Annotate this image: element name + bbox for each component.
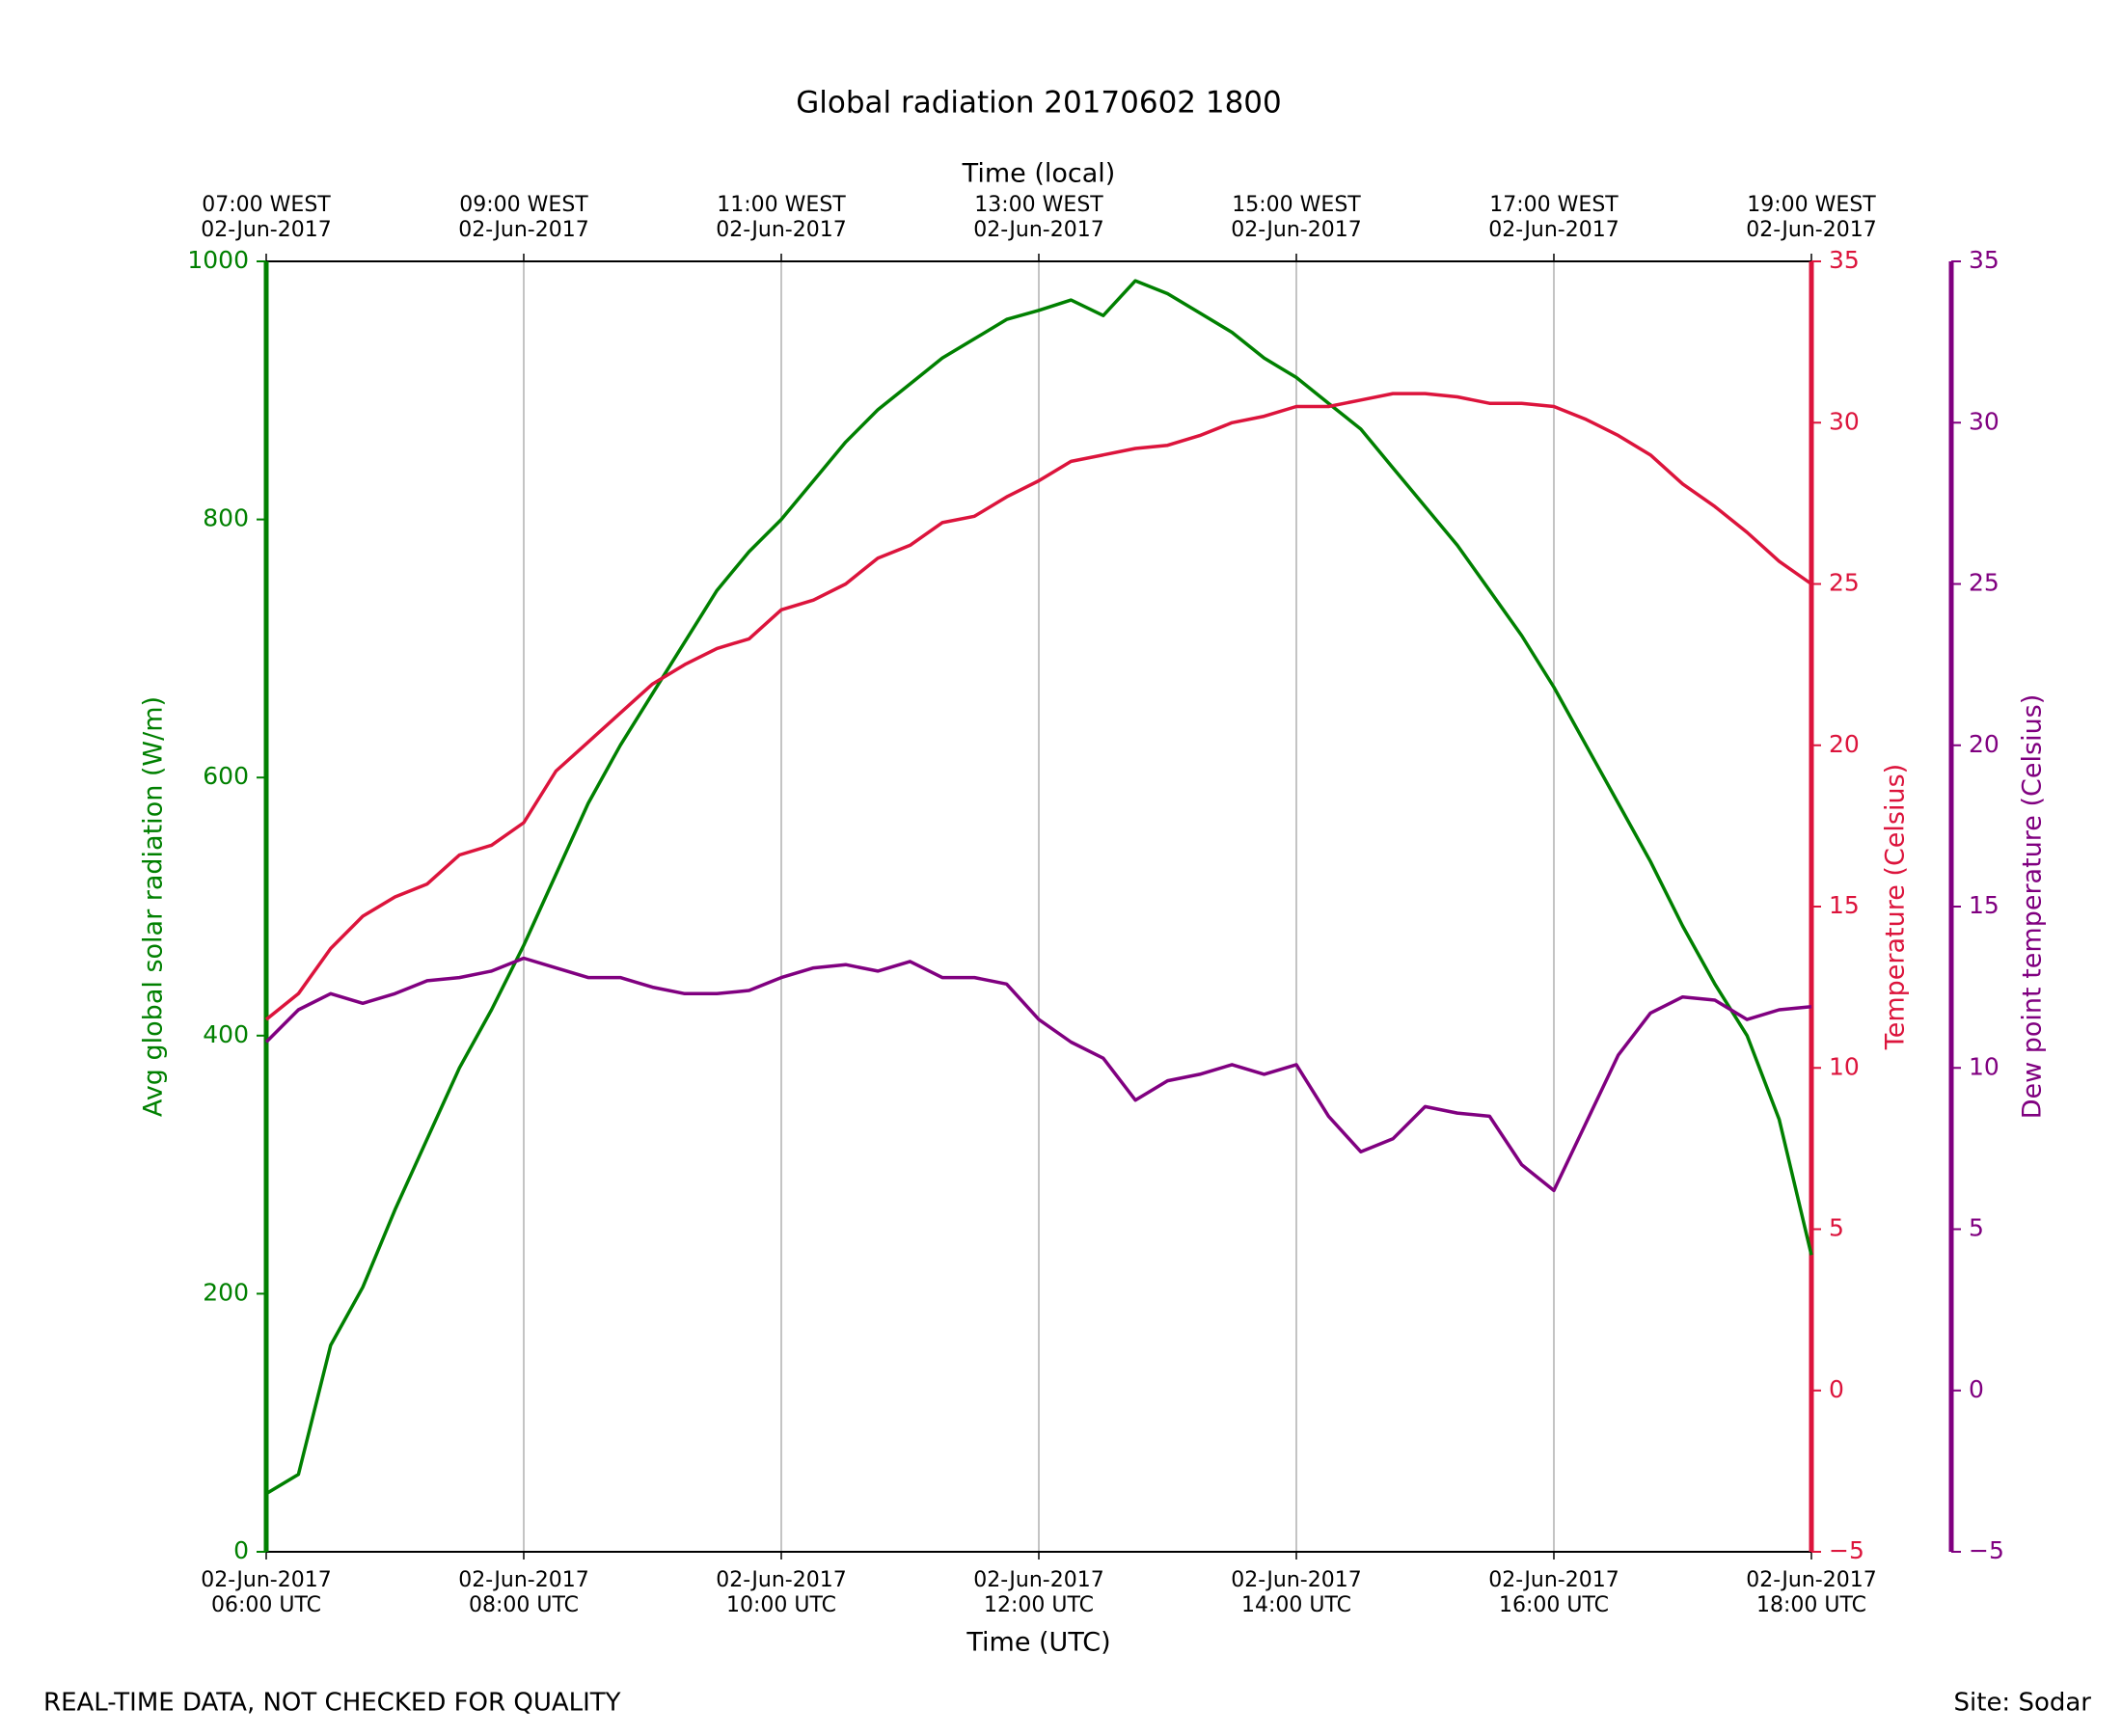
top-tick-label: 02-Jun-2017 (973, 218, 1103, 242)
y-tick-label: 1000 (187, 246, 249, 274)
y-tick-label: 200 (203, 1278, 249, 1306)
x-tick-label: 16:00 UTC (1499, 1593, 1609, 1617)
top-tick-label: 02-Jun-2017 (201, 218, 331, 242)
y-tick-label: 0 (233, 1536, 249, 1564)
x-tick-label: 02-Jun-2017 (716, 1568, 846, 1592)
x-tick-label: 14:00 UTC (1241, 1593, 1351, 1617)
y-axis-label: Avg global solar radiation (W/m) (139, 696, 169, 1117)
chart-title: Global radiation 20170602 1800 (796, 86, 1282, 121)
x-tick-label: 10:00 UTC (726, 1593, 836, 1617)
top-axis-label: Time (local) (962, 159, 1116, 189)
y-tick-label: 800 (203, 504, 249, 532)
series-line (265, 279, 1813, 1496)
y2-tick-label: 10 (1829, 1052, 1860, 1080)
x-tick-label: 02-Jun-2017 (1488, 1568, 1619, 1592)
x-tick-label: 12:00 UTC (984, 1593, 1094, 1617)
y3-tick-label: 0 (1969, 1375, 1984, 1403)
x-tick-label: 08:00 UTC (469, 1593, 579, 1617)
x-tick-label: 02-Jun-2017 (201, 1568, 331, 1592)
y2-tick-label: 30 (1829, 407, 1860, 435)
x-axis-label: Time (UTC) (966, 1628, 1110, 1658)
x-tick-label: 02-Jun-2017 (1746, 1568, 1876, 1592)
y3-tick-label: 20 (1969, 730, 2000, 758)
y3-tick-label: 30 (1969, 407, 2000, 435)
y3-tick-label: 35 (1969, 246, 2000, 274)
y3-tick-label: 10 (1969, 1052, 2000, 1080)
y2-axis-label: Temperature (Celsius) (1881, 764, 1911, 1050)
x-tick-label: 06:00 UTC (211, 1593, 321, 1617)
top-tick-label: 09:00 WEST (459, 193, 588, 217)
y2-tick-label: 35 (1829, 246, 1860, 274)
top-tick-label: 02-Jun-2017 (1488, 218, 1619, 242)
y2-tick-label: −5 (1829, 1536, 1864, 1564)
y2-tick-label: 25 (1829, 569, 1860, 597)
y2-tick-label: 20 (1829, 730, 1860, 758)
x-tick-label: 02-Jun-2017 (458, 1568, 588, 1592)
footer-left: REAL-TIME DATA, NOT CHECKED FOR QUALITY (43, 1689, 621, 1718)
top-tick-label: 15:00 WEST (1232, 193, 1361, 217)
y2-tick-label: 5 (1829, 1214, 1844, 1242)
top-tick-label: 13:00 WEST (974, 193, 1103, 217)
x-tick-label: 02-Jun-2017 (973, 1568, 1103, 1592)
y2-tick-label: 0 (1829, 1375, 1844, 1403)
top-tick-label: 07:00 WEST (202, 193, 331, 217)
top-tick-label: 11:00 WEST (717, 193, 846, 217)
top-tick-label: 02-Jun-2017 (458, 218, 588, 242)
y3-axis-label: Dew point temperature (Celsius) (2018, 694, 2048, 1120)
y2-tick-label: 15 (1829, 891, 1860, 919)
y3-tick-label: 25 (1969, 569, 2000, 597)
top-tick-label: 02-Jun-2017 (1231, 218, 1361, 242)
top-tick-label: 17:00 WEST (1489, 193, 1619, 217)
top-tick-label: 02-Jun-2017 (1746, 218, 1876, 242)
x-tick-label: 02-Jun-2017 (1231, 1568, 1361, 1592)
y3-tick-label: −5 (1969, 1536, 2004, 1564)
series-line (264, 392, 1813, 1021)
footer-right: Site: Sodar (1954, 1689, 2092, 1718)
top-tick-label: 19:00 WEST (1747, 193, 1876, 217)
y-tick-label: 600 (203, 762, 249, 790)
y-tick-label: 400 (203, 1020, 249, 1048)
top-tick-label: 02-Jun-2017 (716, 218, 846, 242)
series-line (264, 956, 1812, 1193)
y3-tick-label: 5 (1969, 1214, 1984, 1242)
x-tick-label: 18:00 UTC (1756, 1593, 1866, 1617)
y3-tick-label: 15 (1969, 891, 2000, 919)
